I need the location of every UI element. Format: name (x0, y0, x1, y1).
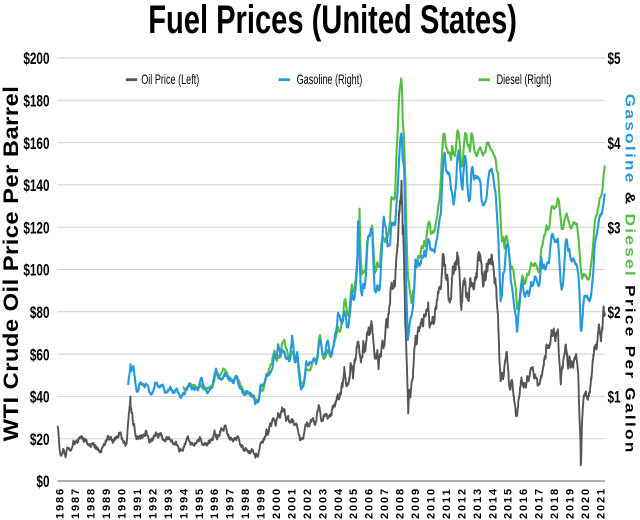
svg-text:$2: $2 (608, 304, 621, 322)
svg-text:2016: 2016 (518, 487, 530, 519)
svg-text:1989: 1989 (101, 487, 113, 519)
svg-text:2013: 2013 (472, 487, 484, 519)
svg-text:2004: 2004 (333, 487, 345, 519)
svg-text:2017: 2017 (534, 487, 546, 519)
svg-text:$200: $200 (23, 50, 49, 68)
svg-text:2020: 2020 (580, 487, 592, 519)
svg-text:2011: 2011 (441, 488, 453, 519)
svg-text:Gasoline & Diesel Price Per Ga: Gasoline & Diesel Price Per Gallon (622, 94, 637, 455)
svg-text:1993: 1993 (163, 487, 175, 519)
svg-text:1994: 1994 (178, 487, 190, 519)
svg-text:2007: 2007 (379, 487, 391, 519)
svg-text:$4: $4 (608, 135, 621, 153)
svg-text:2012: 2012 (456, 487, 468, 519)
svg-text:$60: $60 (30, 346, 50, 364)
svg-text:WTI Crude Oil Price Per Barrel: WTI Crude Oil Price Per Barrel (0, 86, 23, 442)
svg-text:1995: 1995 (194, 487, 206, 519)
svg-text:1990: 1990 (117, 487, 129, 519)
svg-text:$0: $0 (36, 473, 49, 491)
svg-text:1998: 1998 (240, 487, 252, 519)
svg-text:Diesel (Right): Diesel (Right) (497, 71, 552, 88)
svg-text:$180: $180 (23, 93, 49, 111)
svg-text:2009: 2009 (410, 487, 422, 519)
svg-text:2021: 2021 (596, 487, 608, 519)
svg-text:$120: $120 (23, 220, 49, 238)
svg-text:$140: $140 (23, 177, 49, 195)
svg-text:$160: $160 (23, 135, 49, 153)
svg-text:$1: $1 (608, 389, 621, 407)
svg-text:2008: 2008 (395, 487, 407, 519)
svg-text:Fuel Prices (United States): Fuel Prices (United States) (148, 0, 517, 42)
svg-text:$80: $80 (30, 304, 50, 322)
svg-text:1996: 1996 (209, 487, 221, 519)
svg-text:$20: $20 (30, 431, 50, 449)
svg-text:1992: 1992 (147, 487, 159, 519)
svg-text:Gasoline (Right): Gasoline (Right) (297, 71, 363, 88)
svg-text:1991: 1991 (132, 487, 144, 519)
svg-text:1997: 1997 (225, 487, 237, 519)
svg-text:$5: $5 (608, 50, 621, 68)
svg-text:1988: 1988 (86, 487, 98, 519)
svg-text:2005: 2005 (348, 487, 360, 519)
svg-text:1999: 1999 (256, 487, 268, 519)
svg-text:2014: 2014 (487, 487, 499, 519)
svg-text:$40: $40 (30, 389, 50, 407)
svg-text:2002: 2002 (302, 487, 314, 519)
svg-text:2015: 2015 (503, 487, 515, 519)
svg-text:1986: 1986 (55, 487, 67, 519)
svg-text:2000: 2000 (271, 487, 283, 519)
svg-text:2003: 2003 (317, 487, 329, 519)
svg-text:$3: $3 (608, 220, 621, 238)
svg-text:Oil Price (Left): Oil Price (Left) (141, 71, 199, 88)
svg-text:2019: 2019 (565, 487, 577, 519)
svg-text:2006: 2006 (364, 487, 376, 519)
svg-text:2001: 2001 (286, 487, 298, 519)
svg-text:$100: $100 (23, 262, 49, 280)
svg-text:1987: 1987 (70, 487, 82, 519)
svg-text:2018: 2018 (549, 487, 561, 519)
svg-text:2010: 2010 (426, 487, 438, 519)
